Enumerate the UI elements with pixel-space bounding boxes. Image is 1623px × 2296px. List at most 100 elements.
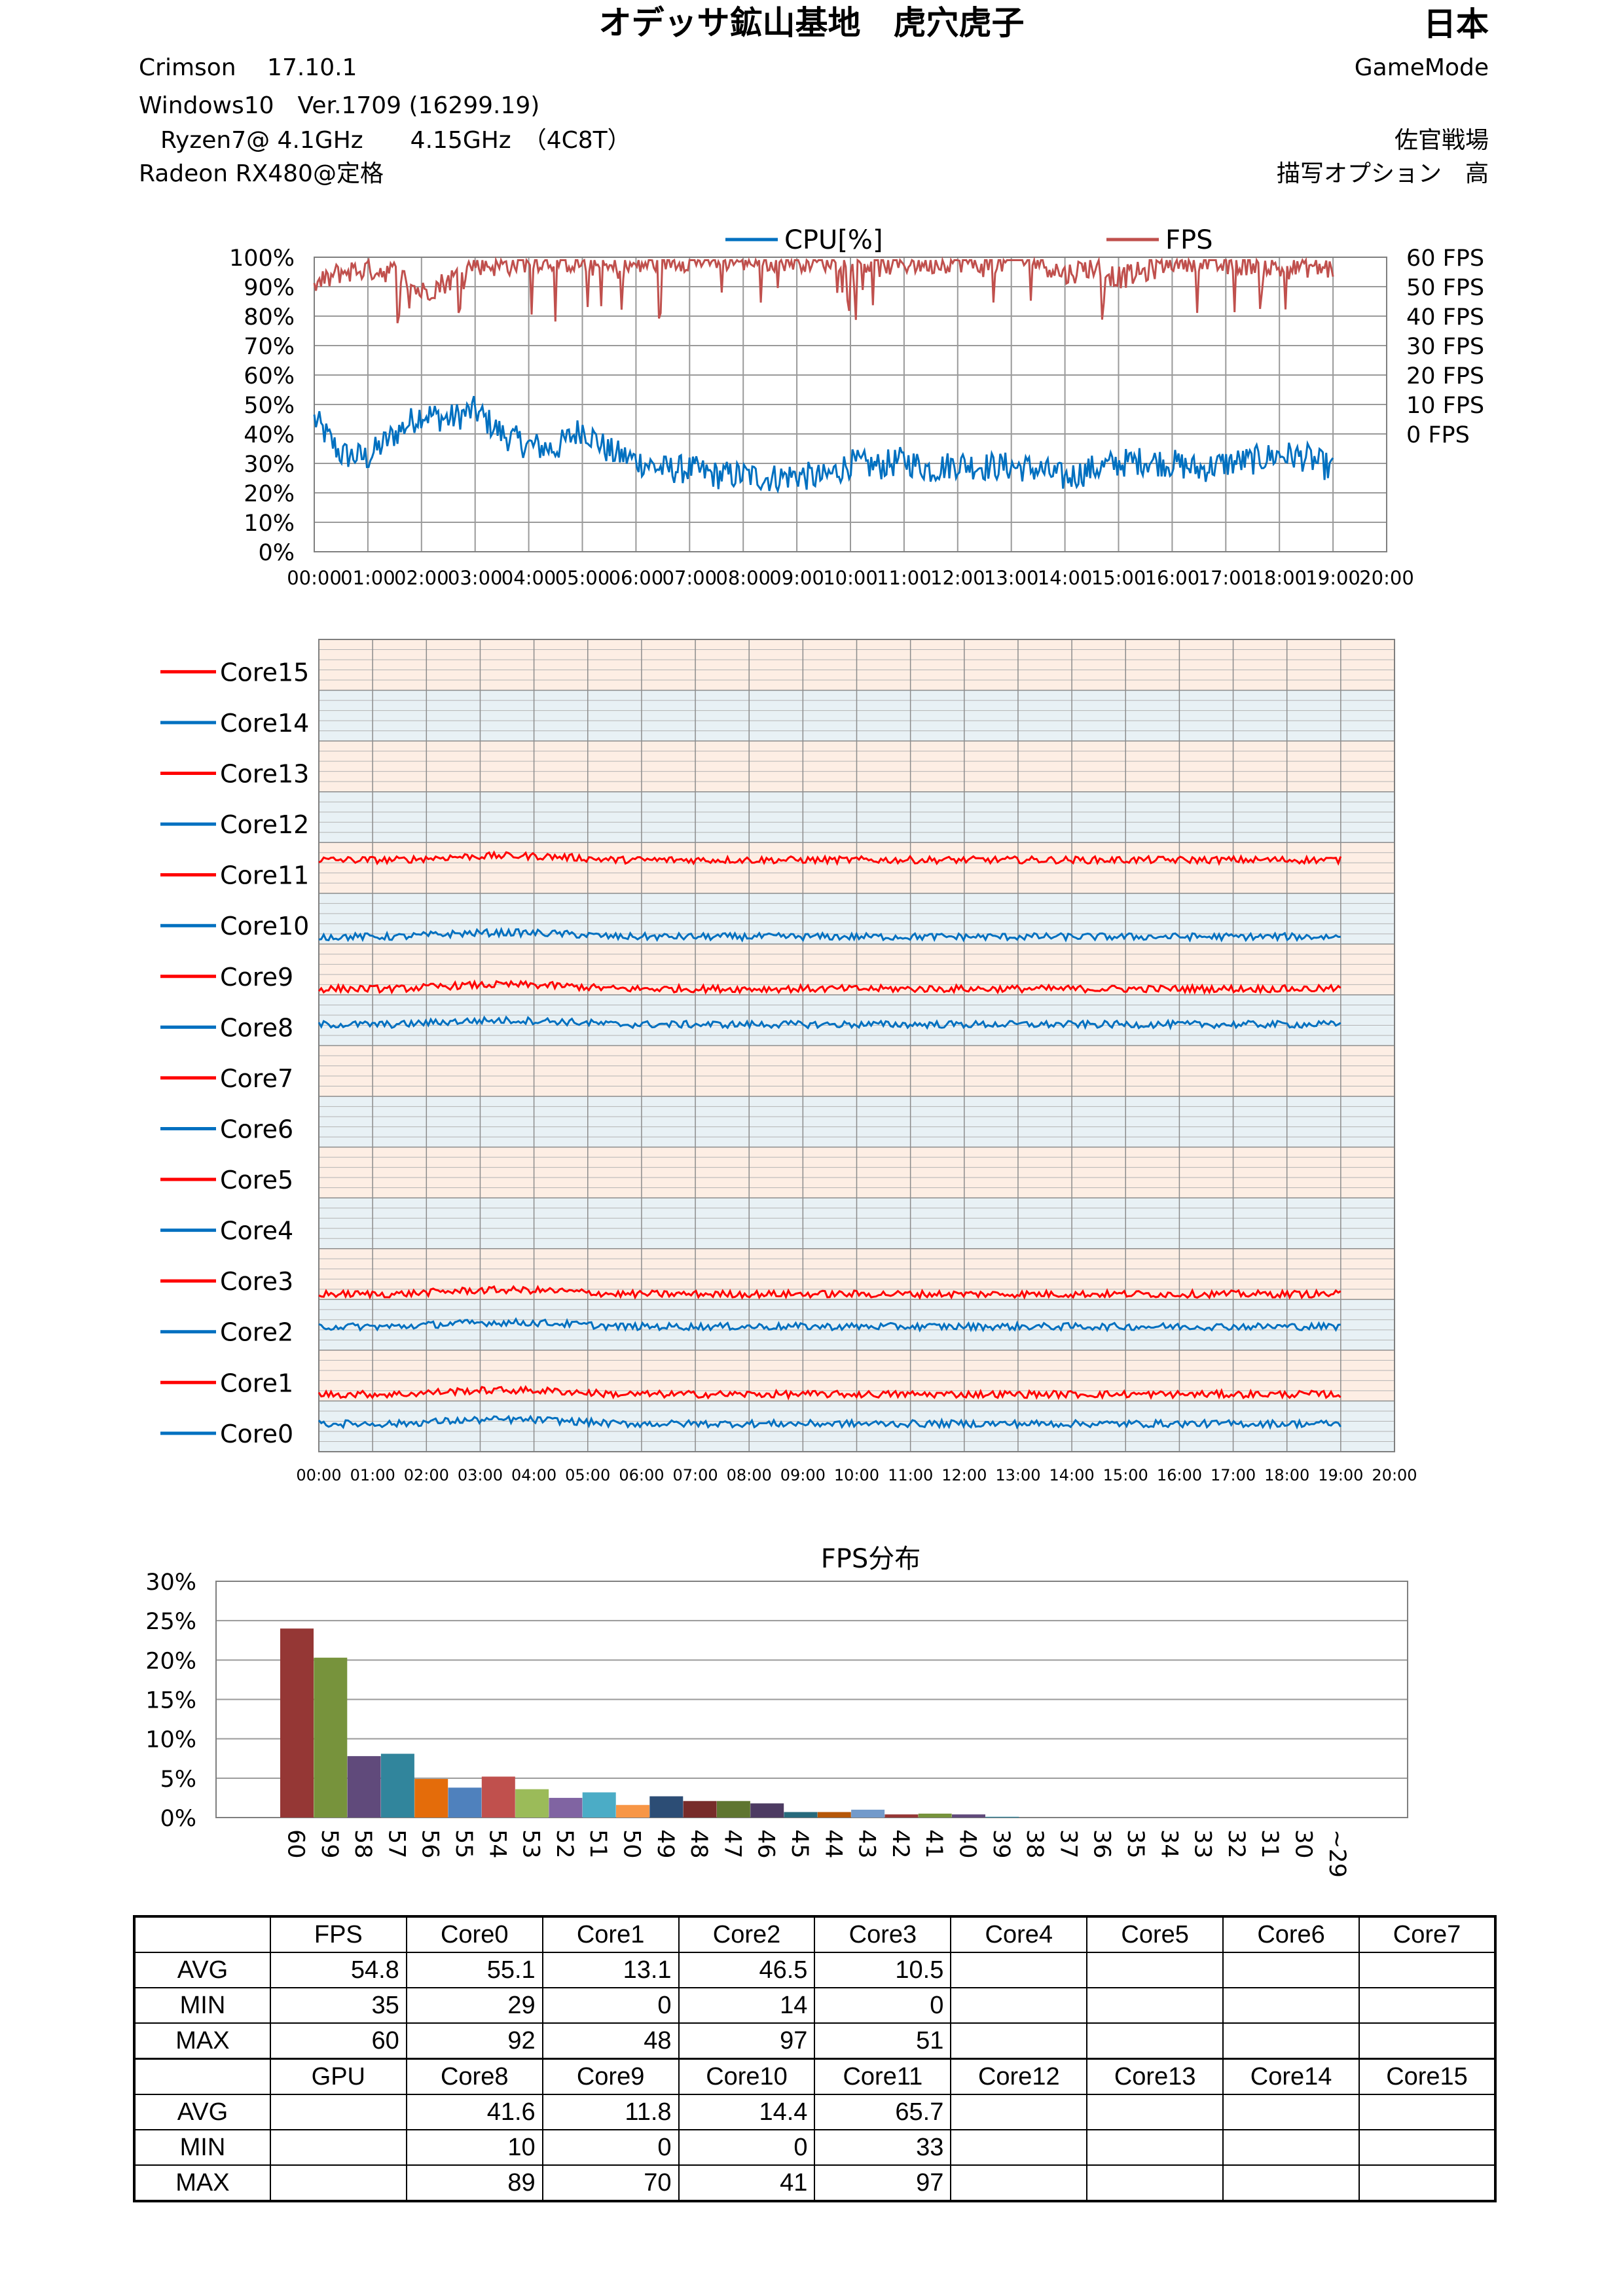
bar [985, 1816, 1019, 1818]
y2-tick-label: 50 FPS [1406, 275, 1484, 301]
table-cell: Core7 [1359, 1915, 1496, 1953]
core-line-core8 [318, 1015, 1341, 1031]
table-cell: 46.5 [678, 1952, 816, 1988]
x-tick-label: 06:00 [609, 567, 664, 589]
cpu-spec: Ryzen7@ 4.1GHz 4.15GHz （4C8T） [160, 127, 631, 154]
table-cell: Core6 [1222, 1915, 1360, 1953]
legend-label: Core4 [220, 1217, 293, 1246]
table-cell [1222, 2129, 1360, 2166]
bar [347, 1756, 381, 1818]
bar [884, 1814, 919, 1818]
cpu-fps-chart: 100% 90% 80% 70% 60% 50% 40% 30% 20% 10% 0% 60 FPS 5… [229, 225, 1484, 589]
bar [314, 1657, 348, 1818]
x-tick-label: 46 [753, 1829, 779, 1859]
table-cell: 41.6 [405, 2094, 543, 2130]
table-cell [134, 2058, 271, 2095]
x-tick-label: 15:00 [1091, 567, 1146, 589]
table-cell: Core13 [1086, 2058, 1224, 2095]
bar [280, 1628, 314, 1818]
table-cell [134, 1915, 271, 1953]
x-tick-label: 51 [585, 1829, 611, 1859]
stats-table: FPS Core0 Core1 Core2 Core3 Core4 Core5 Core6 Co… [133, 1915, 1497, 2202]
os-version: Windows10 Ver.1709 (16299.19) [139, 92, 540, 119]
y-tick-label: 70% [244, 334, 295, 360]
table-cell: Core9 [541, 2058, 680, 2095]
table-cell [1359, 1952, 1496, 1988]
legend-label: Core9 [220, 963, 293, 992]
x-tick-label: 49 [652, 1829, 678, 1859]
core-line-core11 [318, 850, 1342, 867]
table-cell [950, 2164, 1088, 2202]
table-cell [950, 2022, 1088, 2060]
table-cell: 41 [678, 2164, 816, 2202]
y-tick-label: 90% [244, 275, 295, 301]
table-cell: 97 [814, 2164, 952, 2202]
x-tick-label: 57 [383, 1829, 409, 1859]
x-tick-label: 45 [786, 1829, 812, 1859]
x-tick-label: 14:00 [1049, 1466, 1095, 1484]
table-cell [950, 2094, 1088, 2130]
x-tick-label: 39 [988, 1829, 1014, 1859]
bar [716, 1801, 750, 1818]
x-tick-label: 11:00 [888, 1466, 933, 1484]
x-tick-label: 58 [350, 1829, 376, 1859]
x-tick-label: 16:00 [1157, 1466, 1202, 1484]
legend-label: Core3 [220, 1267, 293, 1296]
x-tick-label: 18:00 [1264, 1466, 1309, 1484]
x-tick-label: 34 [1156, 1829, 1182, 1859]
table-cell: 11.8 [541, 2094, 680, 2130]
fps-distribution-chart: FPS分布 30% 25% 20% 15% 10% 5% 0% 60 59 58 57 56 55 54 53… [145, 1544, 1408, 1878]
plot-area [318, 639, 1395, 1452]
table-cell: Core10 [678, 2058, 816, 2095]
y-tick-label: 5% [160, 1767, 196, 1793]
y-tick-label: 10% [244, 511, 295, 537]
table-cell: MIN [134, 2129, 271, 2166]
bar [414, 1779, 448, 1818]
table-cell [1359, 1987, 1496, 2024]
x-tick-label: 18:00 [1252, 567, 1307, 589]
table-cell: 92 [405, 2022, 543, 2060]
table-cell [950, 1987, 1088, 2024]
table-cell [269, 2129, 407, 2166]
x-tick-label: 17:00 [1211, 1466, 1256, 1484]
y-tick-label: 30% [244, 452, 295, 478]
table-cell: Core1 [541, 1915, 680, 1953]
bar [448, 1787, 482, 1818]
plot-area [314, 257, 1387, 552]
table-cell: 0 [678, 2129, 816, 2166]
bar [380, 1753, 414, 1818]
x-tick-label: 19:00 [1305, 567, 1360, 589]
table-cell: 33 [814, 2129, 952, 2166]
table-cell: 70 [541, 2164, 680, 2202]
x-tick-label: 12:00 [941, 1466, 987, 1484]
x-tick-label: 10:00 [834, 1466, 879, 1484]
x-tick-label: 40 [955, 1829, 981, 1859]
y2-tick-label: 20 FPS [1406, 363, 1484, 389]
table-cell: Core2 [678, 1915, 816, 1953]
x-tick-label: 48 [685, 1829, 712, 1859]
table-cell: 55.1 [405, 1952, 543, 1988]
legend-label: Core1 [220, 1369, 293, 1397]
table-cell: GPU [269, 2058, 407, 2095]
table-cell: 97 [678, 2022, 816, 2060]
table-cell: 14.4 [678, 2094, 816, 2130]
x-tick-label: 13:00 [995, 1466, 1040, 1484]
table-cell: 0 [814, 1987, 952, 2024]
x-tick-label: 10:00 [823, 567, 878, 589]
x-tick-label: 09:00 [780, 1466, 826, 1484]
y-tick-label: 40% [244, 422, 295, 448]
x-tick-label: 00:00 [296, 1466, 341, 1484]
table-row: MAX 89 70 41 97 [134, 2164, 1496, 2202]
x-tick-label: ~29 [1324, 1829, 1350, 1878]
bar [582, 1792, 616, 1818]
table-cell: Core5 [1086, 1915, 1224, 1953]
table-cell: 14 [678, 1987, 816, 2024]
x-tick-label: 01:00 [340, 567, 395, 589]
bar [817, 1812, 851, 1818]
legend-label: FPS [1165, 225, 1213, 255]
country-label: 日本 [1423, 5, 1489, 43]
y-tick-label: 50% [244, 393, 295, 419]
core-usage-chart: Core15 Core14 Core13 Core12 Core11 Core10 Core… [160, 639, 1417, 1484]
table-cell [950, 2129, 1088, 2166]
x-tick-label: 04:00 [501, 567, 556, 589]
